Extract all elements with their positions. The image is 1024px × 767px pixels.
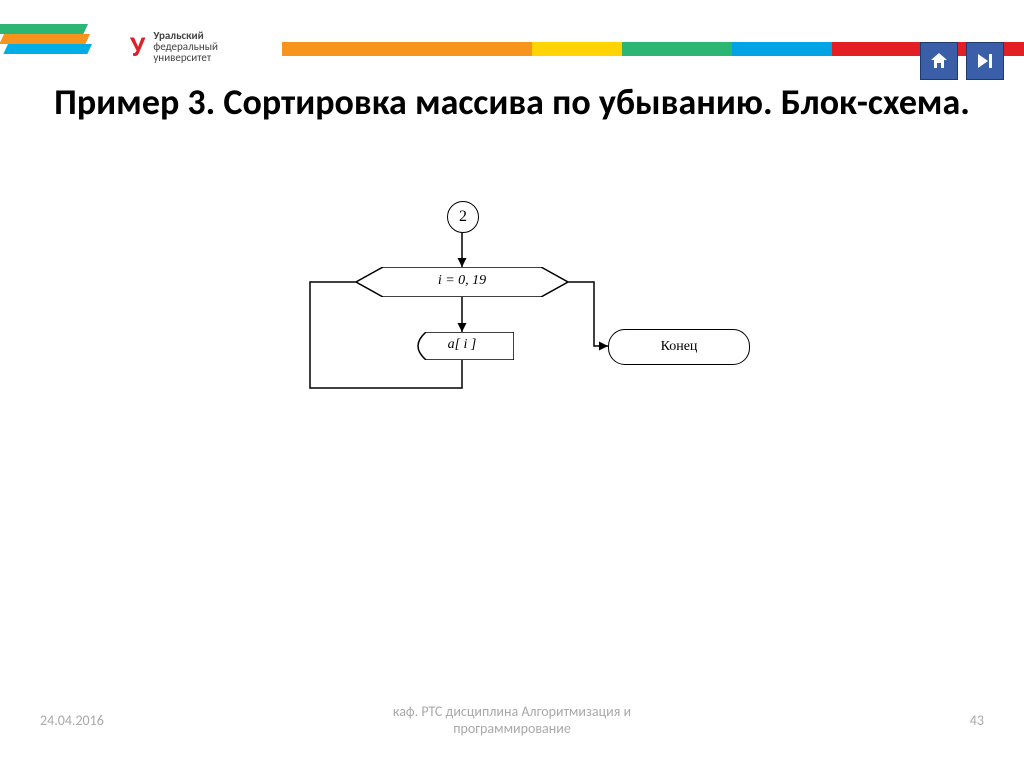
io-block-label: a[ i ] — [410, 337, 514, 353]
nav-buttons — [920, 42, 1004, 80]
logo-line3: университет — [153, 51, 211, 64]
next-button[interactable] — [966, 42, 1004, 80]
flowchart-loop-hexagon: i = 0, 19 — [356, 267, 568, 297]
logo-glyph-icon: У — [130, 37, 145, 57]
header-band: У Уральский федеральный университет — [0, 24, 1024, 54]
next-icon — [975, 51, 995, 71]
logo-text: Уральский федеральный университет — [153, 30, 218, 63]
page-title: Пример 3. Сортировка массива по убыванию… — [0, 82, 1024, 123]
flowchart-connector: 2 — [447, 201, 479, 233]
university-logo: У Уральский федеральный университет — [130, 30, 218, 63]
flowchart-terminator: Конец — [608, 329, 750, 365]
connector-label: 2 — [459, 208, 467, 226]
footer-center: каф. РТС дисциплина Алгоритмизация ипрог… — [0, 704, 1024, 738]
terminator-label: Конец — [661, 339, 698, 355]
footer-page-number: 43 — [970, 712, 984, 729]
home-button[interactable] — [920, 42, 958, 80]
flowchart-edges — [0, 0, 1024, 500]
loop-hexagon-label: i = 0, 19 — [356, 273, 568, 289]
home-icon — [929, 51, 949, 71]
flowchart-io-block: a[ i ] — [410, 332, 514, 360]
